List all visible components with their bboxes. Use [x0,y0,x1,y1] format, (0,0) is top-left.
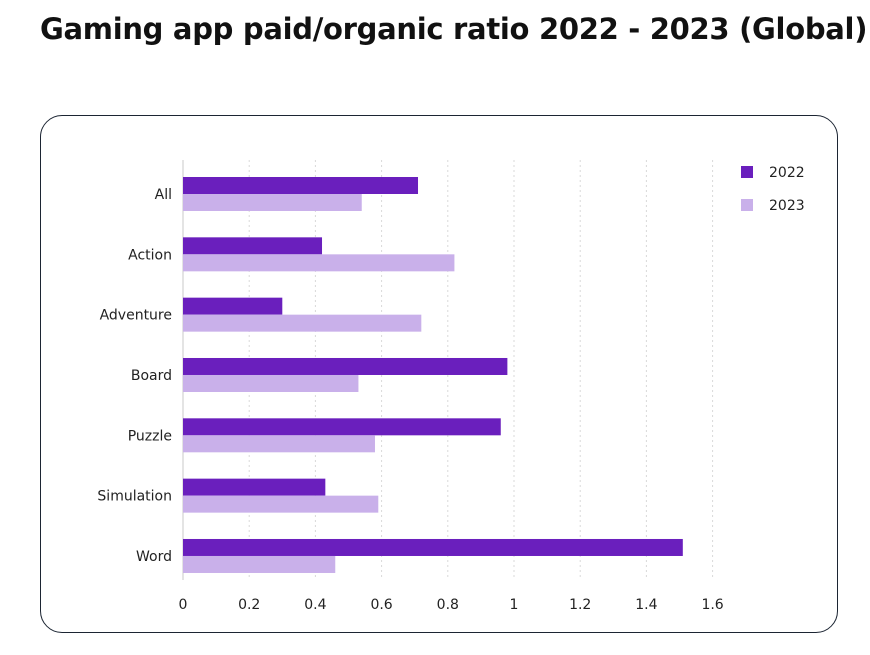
category-label: All [155,187,172,203]
bar-2023-board [183,374,359,392]
legend-swatch-2023 [741,199,753,211]
legend-label-2023: 2023 [769,198,805,214]
bar-2022-board [183,357,508,375]
bars [183,177,683,573]
category-labels: All Action Adventure Board Puzzle Simulation W… [97,187,172,565]
x-tick-label: 0.6 [370,597,392,613]
category-label: Adventure [100,308,172,324]
bar-2023-all [183,194,362,211]
category-label: Puzzle [128,428,172,444]
x-tick-labels: 0 0.2 0.4 0.6 0.8 1 1.2 1.4 1.6 [179,597,724,613]
x-tick-label: 0 [179,597,188,613]
bar-2023-simulation [183,495,379,513]
bar-2023-adventure [183,314,422,332]
bar-2022-word [183,538,683,556]
legend-swatch-2022 [741,166,753,178]
bar-2022-adventure [183,297,283,315]
bar-2023-puzzle [183,435,375,453]
legend: 2022 2023 [741,165,805,214]
bar-2022-all [183,177,419,194]
bar-2023-action [183,254,455,272]
page-title: Gaming app paid/organic ratio 2022 - 202… [40,12,868,46]
bar-2022-simulation [183,478,326,496]
x-tick-label: 1 [510,597,519,613]
category-label: Word [136,549,172,565]
x-tick-label: 0.2 [238,597,260,613]
bar-2022-action [183,237,323,255]
category-label: Action [128,247,172,263]
x-tick-label: 1.4 [635,597,657,613]
x-tick-label: 1.2 [569,597,591,613]
category-label: Simulation [97,489,172,505]
category-label: Board [131,368,172,384]
bar-2022-puzzle [183,418,501,436]
x-tick-label: 0.8 [437,597,459,613]
x-tick-label: 1.6 [701,597,723,613]
bar-2023-word [183,555,336,573]
x-tick-label: 0.4 [304,597,326,613]
legend-label-2022: 2022 [769,165,805,181]
